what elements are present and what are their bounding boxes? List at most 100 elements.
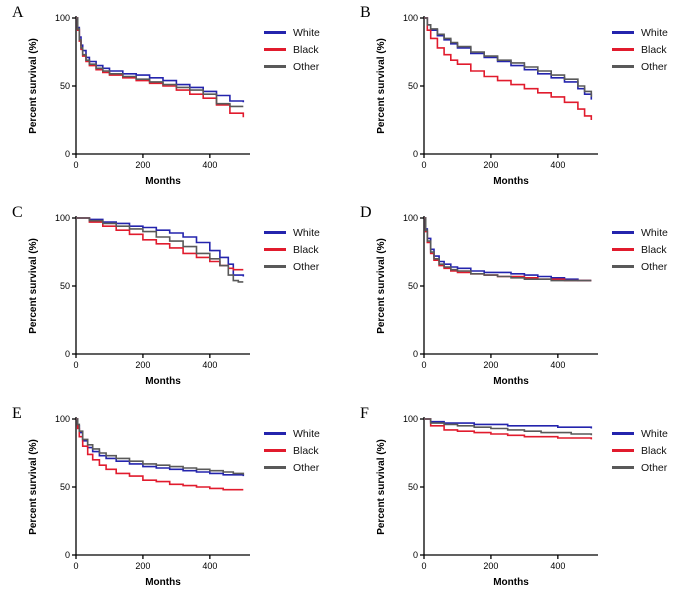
x-tick-label: 200 xyxy=(135,561,150,571)
legend-entry: White xyxy=(612,224,668,241)
legend-entry: Black xyxy=(264,442,320,459)
legend-line-swatch xyxy=(264,466,286,469)
panel-letter: B xyxy=(360,4,371,21)
legend-label: Black xyxy=(641,243,667,256)
legend: White Black Other xyxy=(612,425,668,476)
survival-curve-other xyxy=(424,17,593,97)
y-tick-label: 50 xyxy=(408,482,418,492)
x-tick-label: 0 xyxy=(421,360,426,370)
y-tick-label: 100 xyxy=(55,13,70,23)
legend-line-swatch xyxy=(612,65,634,68)
legend-entry: Other xyxy=(264,258,320,275)
legend-entry: Other xyxy=(264,58,320,75)
x-tick-label: 400 xyxy=(202,360,217,370)
y-tick-label: 50 xyxy=(408,81,418,91)
y-tick-label: 0 xyxy=(65,349,70,359)
legend-line-swatch xyxy=(264,449,286,452)
legend-label: Other xyxy=(641,60,668,73)
x-tick-label: 200 xyxy=(135,360,150,370)
legend-label: White xyxy=(641,26,668,39)
panel-letter: E xyxy=(12,405,22,422)
panel-letter: D xyxy=(360,204,372,221)
legend-entry: Black xyxy=(612,41,668,58)
legend-line-swatch xyxy=(264,248,286,251)
legend-label: Black xyxy=(293,243,319,256)
survival-curve-white xyxy=(76,17,245,103)
x-axis-title: Months xyxy=(145,577,181,588)
panel-A: A 0 50 100 0 200 400 Months Percent survival (%… xyxy=(0,0,348,200)
x-tick-label: 400 xyxy=(202,160,217,170)
survival-curve-black xyxy=(76,217,244,271)
x-axis-title: Months xyxy=(493,376,529,387)
legend-line-swatch xyxy=(264,31,286,34)
y-tick-label: 0 xyxy=(413,349,418,359)
legend: White Black Other xyxy=(264,24,320,75)
legend: White Black Other xyxy=(612,24,668,75)
y-tick-label: 0 xyxy=(413,550,418,560)
x-tick-label: 400 xyxy=(202,561,217,571)
legend-label: Black xyxy=(293,444,319,457)
x-axis-title: Months xyxy=(493,176,529,187)
legend-entry: White xyxy=(264,24,320,41)
y-axis-title: Percent survival (%) xyxy=(376,38,387,134)
legend-entry: Black xyxy=(264,41,320,58)
legend-label: Black xyxy=(293,43,319,56)
y-tick-label: 50 xyxy=(408,281,418,291)
legend-label: White xyxy=(641,427,668,440)
legend-entry: White xyxy=(264,224,320,241)
survival-curve-black xyxy=(424,217,592,282)
x-tick-label: 200 xyxy=(483,160,498,170)
y-tick-label: 0 xyxy=(65,149,70,159)
panel-letter: F xyxy=(360,405,369,422)
legend-line-swatch xyxy=(264,48,286,51)
survival-curve-white xyxy=(424,418,593,429)
x-axis-title: Months xyxy=(145,176,181,187)
legend: White Black Other xyxy=(264,224,320,275)
y-tick-label: 100 xyxy=(55,213,70,223)
y-tick-label: 0 xyxy=(413,149,418,159)
legend-line-swatch xyxy=(612,231,634,234)
panel-C: C 0 50 100 0 200 400 Months Percent survival (%… xyxy=(0,200,348,401)
y-axis-title: Percent survival (%) xyxy=(376,439,387,535)
legend-label: White xyxy=(293,26,320,39)
legend-entry: Other xyxy=(612,459,668,476)
y-axis-title: Percent survival (%) xyxy=(28,38,39,134)
legend-label: White xyxy=(293,226,320,239)
legend-label: Other xyxy=(293,461,320,474)
panel-D: D 0 50 100 0 200 400 Months Percent survival (%… xyxy=(348,200,696,401)
legend-line-swatch xyxy=(264,231,286,234)
survival-curve-other xyxy=(424,418,593,436)
legend-label: White xyxy=(293,427,320,440)
legend-line-swatch xyxy=(612,265,634,268)
survival-curve-black xyxy=(76,418,244,491)
panel-E: E 0 50 100 0 200 400 Months Percent survival (%… xyxy=(0,401,348,602)
legend-entry: Black xyxy=(612,442,668,459)
x-tick-label: 0 xyxy=(421,561,426,571)
legend: White Black Other xyxy=(264,425,320,476)
legend-entry: White xyxy=(612,425,668,442)
legend-label: Other xyxy=(293,260,320,273)
legend: White Black Other xyxy=(612,224,668,275)
survival-plot: 0 50 100 0 200 400 Months Percent survival (%) xyxy=(376,213,598,387)
legend-line-swatch xyxy=(264,65,286,68)
panel-letter: A xyxy=(12,4,24,21)
legend-label: White xyxy=(641,226,668,239)
y-tick-label: 100 xyxy=(403,13,418,23)
legend-line-swatch xyxy=(612,432,634,435)
legend-line-swatch xyxy=(612,248,634,251)
survival-plot: 0 50 100 0 200 400 Months Percent survival (%) xyxy=(376,13,598,187)
survival-curve-other xyxy=(76,17,244,108)
x-tick-label: 200 xyxy=(483,360,498,370)
survival-curve-white xyxy=(424,17,593,100)
survival-curve-white xyxy=(76,418,245,477)
x-tick-label: 200 xyxy=(483,561,498,571)
legend-entry: Other xyxy=(264,459,320,476)
legend-entry: Black xyxy=(264,241,320,258)
x-axis-title: Months xyxy=(145,376,181,387)
y-tick-label: 50 xyxy=(60,482,70,492)
panel-B: B 0 50 100 0 200 400 Months Percent survival (%… xyxy=(348,0,696,200)
legend-line-swatch xyxy=(612,466,634,469)
y-tick-label: 100 xyxy=(403,213,418,223)
y-tick-label: 0 xyxy=(65,550,70,560)
